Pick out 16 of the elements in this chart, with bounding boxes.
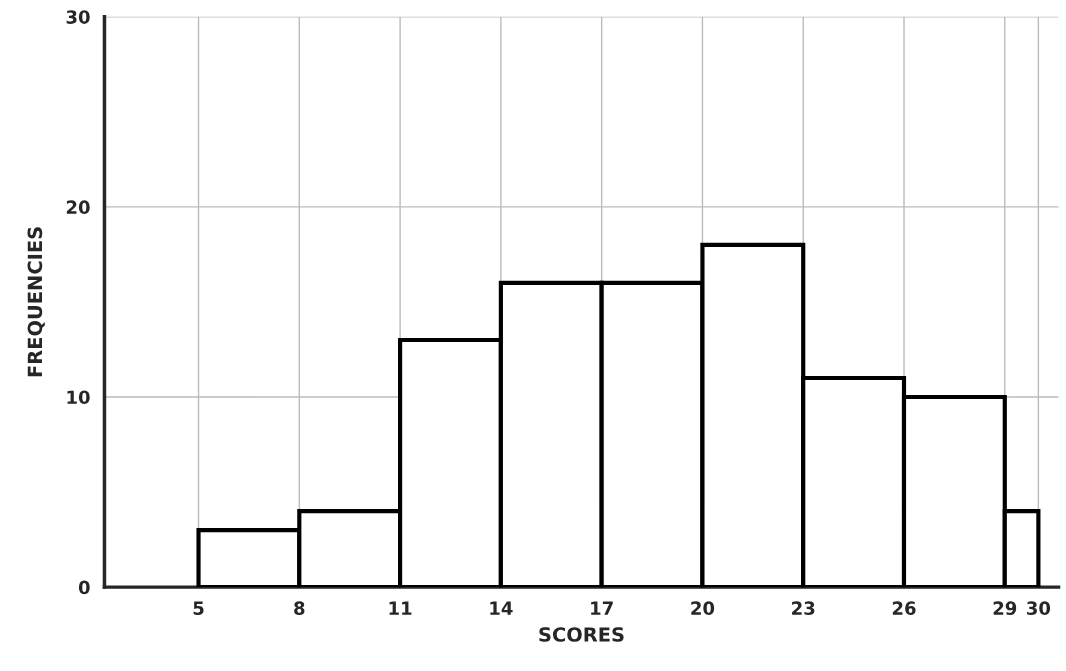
y-tick-label: 10 — [67, 390, 90, 405]
x-axis-title: SCORES — [539, 627, 624, 642]
y-axis-title: FREQUENCIES — [27, 227, 45, 377]
x-tick-label: 26 — [892, 601, 916, 615]
x-tick-label: 20 — [691, 601, 715, 615]
x-tick-label: 17 — [591, 601, 613, 615]
x-tick-label: 29 — [993, 601, 1017, 615]
y-tick-label: 0 — [78, 580, 90, 595]
x-tick-label: 5 — [193, 601, 204, 615]
x-tick-label: 23 — [792, 601, 815, 615]
x-tick-label: 11 — [389, 601, 412, 615]
x-tick-label: 14 — [490, 601, 513, 615]
x-tick-label: 30 — [1027, 601, 1051, 615]
y-tick-label: 20 — [66, 200, 90, 215]
y-tick-label: 30 — [66, 10, 90, 24]
x-tick-label: 8 — [294, 601, 305, 615]
